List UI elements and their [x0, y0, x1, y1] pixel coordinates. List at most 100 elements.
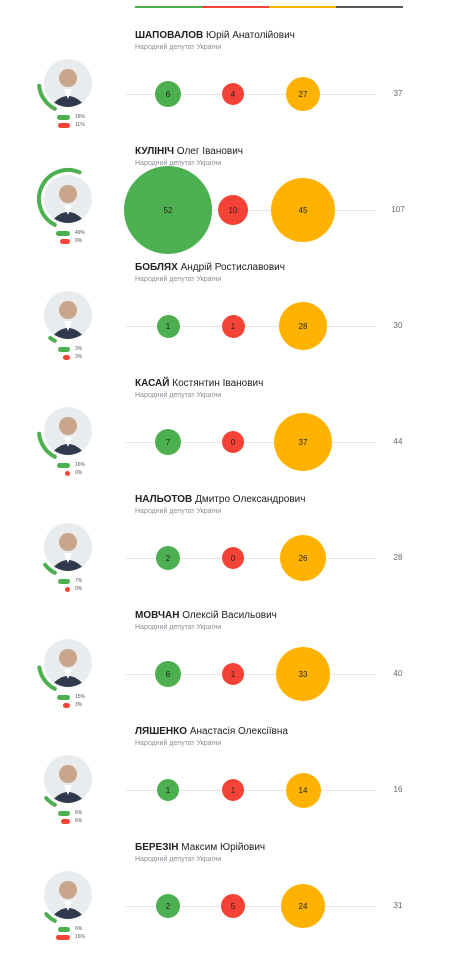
green-count-bubble[interactable]: 1: [156, 314, 180, 338]
deputy-given-name: Олег Іванович: [176, 146, 244, 157]
deputy-row[interactable]: БЕРЕЗІН Максим Юрійович Народний депутат …: [0, 842, 449, 958]
green-share: 3%: [56, 346, 96, 353]
green-share-label: 16%: [75, 462, 86, 468]
red-share-label: 9%: [75, 238, 83, 244]
red-count-bubble[interactable]: 10: [218, 195, 248, 225]
green-share: 6%: [56, 926, 96, 933]
deputy-surname: БОБЛЯХ: [135, 262, 178, 273]
orange-count-bubble[interactable]: 33: [276, 647, 330, 701]
deputy-name[interactable]: КУЛІНІЧ Олег Іванович: [135, 146, 243, 157]
red-count-bubble[interactable]: 4: [222, 83, 244, 105]
deputy-photo[interactable]: [44, 59, 92, 107]
red-share: 3%: [56, 702, 96, 709]
red-share: 6%: [56, 818, 96, 825]
deputy-photo[interactable]: [44, 871, 92, 919]
legend-red-segment: [202, 6, 269, 8]
green-share: 16%: [56, 462, 96, 469]
green-share-pill: [57, 579, 70, 584]
deputy-name[interactable]: НАЛЬОТОВ Дмитро Олександрович: [135, 494, 305, 505]
red-share-label: 16%: [75, 934, 86, 940]
bubble-track: [126, 558, 376, 559]
deputy-role: Народний депутат України: [135, 44, 222, 51]
deputy-name[interactable]: ЛЯШЕНКО Анастасія Олексіївна: [135, 726, 288, 737]
total-count: 31: [393, 901, 403, 910]
deputy-row[interactable]: КАСАЙ Костянтин Іванович Народний депутат…: [0, 378, 449, 494]
deputy-role: Народний депутат України: [135, 856, 222, 863]
green-share: 6%: [56, 810, 96, 817]
bubble-track: [126, 94, 376, 95]
deputy-name[interactable]: БОБЛЯХ Андрій Ростиславович: [135, 262, 285, 273]
deputy-photo[interactable]: [44, 523, 92, 571]
green-share-pill: [57, 347, 70, 352]
orange-count-bubble[interactable]: 27: [286, 77, 320, 111]
deputy-name[interactable]: КАСАЙ Костянтин Іванович: [135, 378, 263, 389]
green-share-label: 6%: [75, 926, 83, 932]
bubble-track: [126, 442, 376, 443]
share-ring: [37, 665, 57, 691]
orange-count-bubble[interactable]: 26: [280, 535, 326, 581]
total-count: 107: [391, 205, 405, 214]
deputy-row[interactable]: ЛЯШЕНКО Анастасія Олексіївна Народний деп…: [0, 726, 449, 842]
deputy-photo[interactable]: [44, 291, 92, 339]
deputy-role: Народний депутат України: [135, 160, 222, 167]
green-count-bubble[interactable]: 2: [156, 546, 180, 570]
orange-count-bubble[interactable]: 24: [281, 884, 325, 928]
orange-count-bubble[interactable]: 45: [271, 178, 335, 242]
bubble-track: [126, 790, 376, 791]
green-share-pill: [57, 811, 70, 816]
green-count-bubble[interactable]: 52: [124, 166, 212, 254]
share-ring: [44, 912, 57, 923]
green-count-bubble[interactable]: 6: [155, 661, 181, 687]
deputy-name[interactable]: БЕРЕЗІН Максим Юрійович: [135, 842, 265, 853]
red-count-bubble[interactable]: 1: [222, 663, 244, 685]
deputy-row[interactable]: МОВЧАН Олексій Васильович Народний депута…: [0, 610, 449, 726]
total-count: 37: [393, 89, 403, 98]
green-share-pill: [57, 927, 70, 932]
deputy-photo[interactable]: [44, 407, 92, 455]
green-share: 15%: [56, 694, 96, 701]
red-share: 9%: [56, 238, 96, 245]
orange-count-bubble[interactable]: 28: [279, 302, 327, 350]
green-count-bubble[interactable]: 7: [155, 429, 181, 455]
deputy-surname: МОВЧАН: [135, 610, 180, 621]
total-count: 28: [393, 553, 403, 562]
share-ring: [37, 168, 82, 227]
deputy-row[interactable]: НАЛЬОТОВ Дмитро Олександрович Народний де…: [0, 494, 449, 610]
share-ring: [37, 431, 57, 459]
green-count-bubble[interactable]: 2: [156, 894, 180, 918]
deputy-photo[interactable]: [44, 755, 92, 803]
red-count-bubble[interactable]: 0: [222, 547, 244, 569]
red-count-bubble[interactable]: 1: [222, 779, 244, 801]
orange-count-bubble[interactable]: 37: [274, 413, 332, 471]
red-share: 16%: [56, 934, 96, 941]
legend-gray-segment: [336, 6, 403, 8]
bubble-track: [126, 326, 376, 327]
deputy-given-name: Максим Юрійович: [181, 842, 266, 853]
deputy-given-name: Дмитро Олександрович: [195, 494, 306, 505]
legend-orange-segment: [269, 6, 336, 8]
orange-count-bubble[interactable]: 14: [285, 772, 321, 808]
green-share-label: 15%: [75, 694, 86, 700]
red-count-bubble[interactable]: 5: [221, 894, 245, 918]
red-share: 0%: [56, 470, 96, 477]
green-share: 16%: [56, 114, 96, 121]
share-ring: [37, 83, 57, 111]
deputy-photo[interactable]: [44, 175, 92, 223]
red-share-pill: [61, 819, 70, 824]
red-share-label: 11%: [75, 122, 85, 128]
green-count-bubble[interactable]: 1: [157, 779, 179, 801]
deputy-row[interactable]: БОБЛЯХ Андрій Ростиславович Народний депу…: [0, 262, 449, 378]
red-count-bubble[interactable]: 1: [221, 314, 245, 338]
deputy-given-name: Анастасія Олексіївна: [189, 726, 288, 737]
red-share-pill: [65, 471, 70, 476]
green-count-bubble[interactable]: 6: [155, 81, 181, 107]
deputy-name[interactable]: ШАПОВАЛОВ Юрій Анатолійович: [135, 30, 295, 41]
deputy-given-name: Костянтин Іванович: [172, 378, 264, 389]
deputy-row[interactable]: КУЛІНІЧ Олег Іванович Народний депутат Ук…: [0, 146, 449, 262]
red-share: 3%: [56, 354, 96, 361]
red-share-pill: [63, 355, 70, 360]
red-count-bubble[interactable]: 0: [222, 431, 244, 453]
deputy-photo[interactable]: [44, 639, 92, 687]
deputy-row[interactable]: ШАПОВАЛОВ Юрій Анатолійович Народний депу…: [0, 30, 449, 146]
deputy-name[interactable]: МОВЧАН Олексій Васильович: [135, 610, 277, 621]
